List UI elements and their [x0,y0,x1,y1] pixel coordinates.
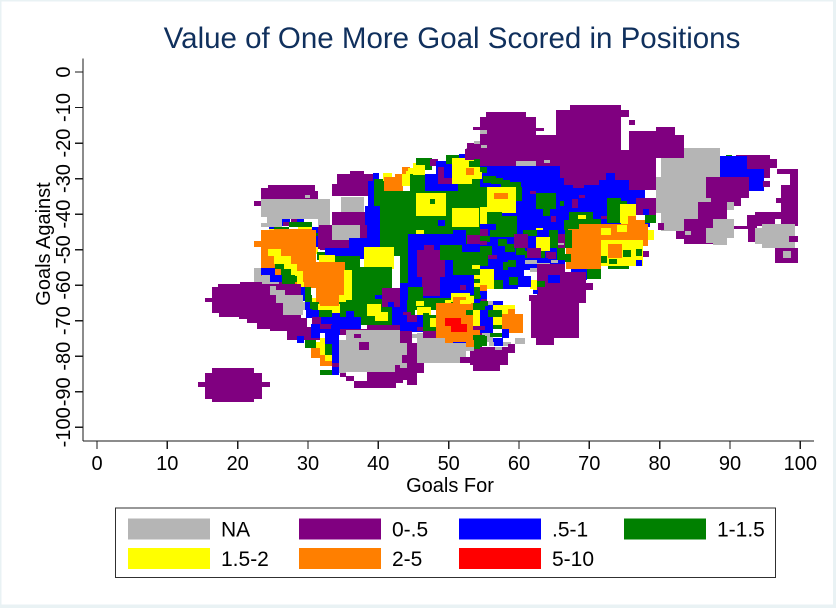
svg-text:20: 20 [227,453,249,475]
svg-text:-30: -30 [53,164,75,193]
svg-text:-80: -80 [53,342,75,371]
svg-text:1-1.5: 1-1.5 [717,519,765,542]
svg-text:70: 70 [578,453,600,475]
svg-text:-90: -90 [53,377,75,406]
svg-text:10: 10 [156,453,178,475]
svg-text:-60: -60 [53,271,75,300]
svg-text:30: 30 [297,453,319,475]
svg-text:-100: -100 [53,407,75,447]
svg-text:-70: -70 [53,306,75,335]
svg-text:.5-1: .5-1 [552,519,588,542]
svg-text:0: 0 [91,453,102,475]
svg-text:Value of One More Goal Scored: Value of One More Goal Scored in Positio… [164,22,741,55]
svg-text:2-5: 2-5 [392,548,422,571]
svg-text:0: 0 [53,66,75,77]
svg-text:1.5-2: 1.5-2 [221,548,269,571]
svg-text:40: 40 [367,453,389,475]
svg-text:0-.5: 0-.5 [392,519,428,542]
svg-text:-40: -40 [53,200,75,229]
svg-text:NA: NA [221,519,250,542]
svg-text:50: 50 [438,453,460,475]
svg-text:90: 90 [719,453,741,475]
svg-text:-10: -10 [53,93,75,122]
svg-text:-20: -20 [53,129,75,158]
svg-text:60: 60 [508,453,530,475]
svg-text:80: 80 [648,453,670,475]
svg-text:-50: -50 [53,235,75,264]
svg-text:5-10: 5-10 [552,548,594,571]
svg-text:100: 100 [784,453,817,475]
svg-text:Goals Against: Goals Against [33,182,55,306]
svg-text:Goals For: Goals For [406,475,494,497]
